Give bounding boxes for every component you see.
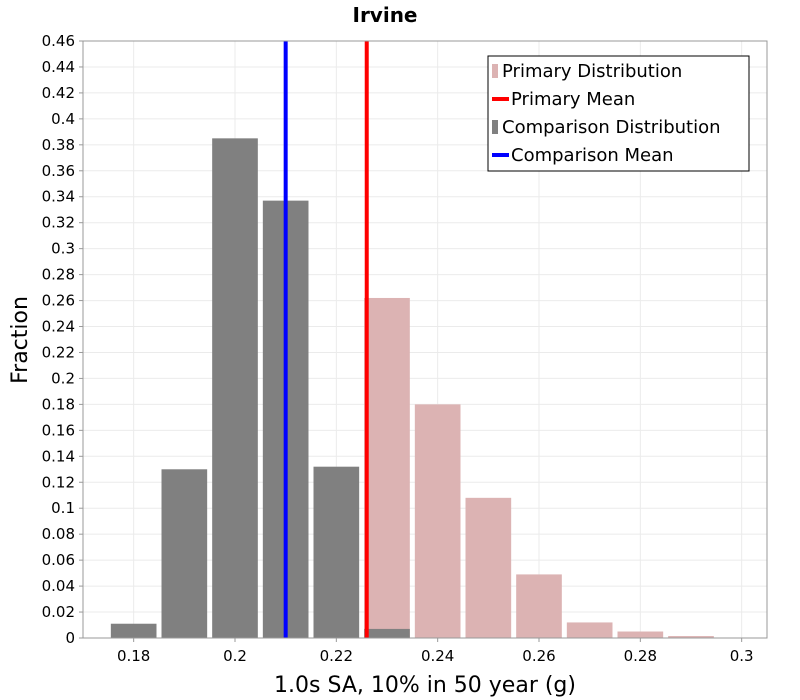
legend: Primary Distribution Primary Mean Comparis… — [487, 55, 750, 172]
histogram-bar — [161, 469, 208, 638]
legend-label: Primary Distribution — [502, 61, 682, 82]
histogram-bar — [668, 636, 714, 638]
x-axis-title: 1.0s SA, 10% in 50 year (g) — [274, 673, 576, 698]
y-tick-label: 0.18 — [42, 395, 75, 413]
x-tick-label: 0.26 — [522, 647, 555, 665]
mean-lines — [283, 41, 369, 638]
y-tick-label: 0.34 — [42, 188, 75, 206]
x-tick-label: 0.28 — [624, 647, 657, 665]
y-tick-label: 0.12 — [42, 473, 75, 491]
y-tick-label: 0.44 — [42, 58, 75, 76]
histogram-bar — [212, 138, 258, 638]
x-tick-label: 0.22 — [320, 647, 353, 665]
y-tick-label: 0.2 — [51, 369, 75, 387]
y-tick-label: 0.28 — [42, 266, 75, 284]
x-tick-label: 0.18 — [117, 647, 150, 665]
histogram-bar — [364, 628, 410, 638]
y-axis-title: Fraction — [8, 296, 33, 384]
legend-label: Primary Mean — [511, 89, 635, 110]
y-tick-label: 0.08 — [42, 525, 75, 543]
x-tick-label: 0.2 — [223, 647, 247, 665]
chart-title: Irvine — [353, 3, 418, 27]
y-tick-label: 0.32 — [42, 214, 75, 232]
y-tick-label: 0.4 — [51, 110, 75, 128]
y-tick-label: 0 — [65, 629, 75, 647]
histogram-bar — [516, 574, 562, 638]
y-tick-label: 0.14 — [42, 447, 75, 465]
y-tick-label: 0.38 — [42, 136, 75, 154]
y-tick-label: 0.26 — [42, 292, 75, 310]
y-tick-label: 0.24 — [42, 318, 75, 336]
y-tick-label: 0.02 — [42, 603, 75, 621]
histogram-bar — [414, 404, 461, 638]
y-tick-label: 0.1 — [51, 499, 75, 517]
y-tick-label: 0.3 — [51, 240, 75, 258]
x-axis-ticks: 0.18 0.2 0.22 0.24 0.26 0.28 0.3 — [117, 638, 754, 665]
histogram-bar — [110, 623, 157, 638]
y-tick-label: 0.36 — [42, 162, 75, 180]
x-tick-label: 0.3 — [730, 647, 754, 665]
legend-label: Comparison Mean — [511, 145, 674, 166]
bars — [110, 138, 714, 638]
y-tick-label: 0.16 — [42, 421, 75, 439]
histogram-bar — [566, 622, 613, 638]
y-tick-label: 0.42 — [42, 84, 75, 102]
histogram-bar — [364, 297, 410, 638]
legend-bar-swatch — [492, 64, 498, 78]
y-tick-label: 0.04 — [42, 577, 75, 595]
x-tick-label: 0.24 — [421, 647, 454, 665]
legend-bar-swatch — [492, 120, 498, 134]
plot-border — [82, 40, 768, 639]
histogram-bar — [617, 631, 664, 638]
y-axis-ticks: 0 0.02 0.04 0.06 0.08 0.1 0.12 0.14 0.16 0.18 0.2 0… — [42, 32, 83, 647]
histogram-bar — [313, 466, 360, 638]
histogram-bar — [465, 497, 512, 638]
legend-box — [487, 55, 750, 172]
y-tick-label: 0.46 — [42, 32, 75, 50]
y-tick-label: 0.22 — [42, 343, 75, 361]
y-tick-label: 0.06 — [42, 551, 75, 569]
legend-label: Comparison Distribution — [502, 117, 721, 138]
